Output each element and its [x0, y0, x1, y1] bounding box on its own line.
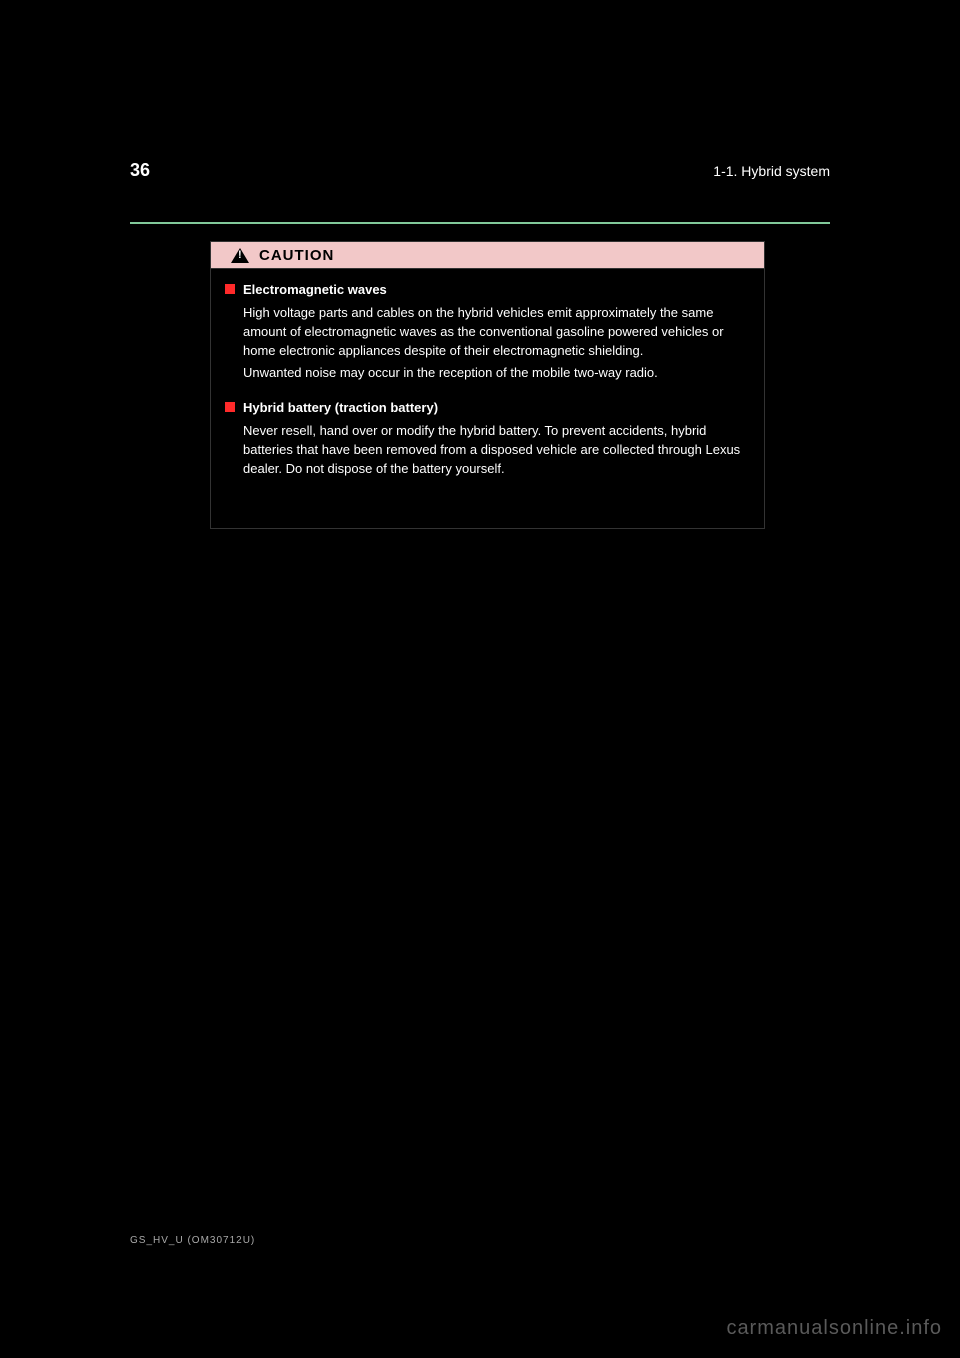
caution-header: ! CAUTION: [210, 241, 765, 269]
caution-label: CAUTION: [259, 247, 334, 264]
caution-item-title: Hybrid battery (traction battery): [243, 399, 438, 418]
page-header: 36 1-1. Hybrid system: [130, 160, 830, 181]
caution-item-paragraph: Never resell, hand over or modify the hy…: [243, 422, 750, 479]
warning-triangle-icon: !: [231, 248, 249, 263]
page-number: 36: [130, 160, 150, 181]
section-divider: [130, 222, 830, 224]
caution-item-paragraph: Unwanted noise may occur in the receptio…: [243, 364, 750, 383]
manual-id: GS_HV_U (OM30712U): [130, 1235, 255, 1246]
caution-item: Hybrid battery (traction battery) Never …: [225, 399, 750, 478]
caution-item-title-row: Electromagnetic waves: [225, 281, 750, 300]
caution-body: Electromagnetic waves High voltage parts…: [210, 269, 765, 529]
caution-item-title-row: Hybrid battery (traction battery): [225, 399, 750, 418]
section-path: 1-1. Hybrid system: [713, 163, 830, 179]
bullet-square-icon: [225, 402, 235, 412]
caution-item-paragraph: High voltage parts and cables on the hyb…: [243, 304, 750, 361]
caution-item-title: Electromagnetic waves: [243, 281, 387, 300]
bullet-square-icon: [225, 284, 235, 294]
caution-box: ! CAUTION Electromagnetic waves High vol…: [210, 241, 765, 529]
caution-item: Electromagnetic waves High voltage parts…: [225, 281, 750, 383]
watermark: carmanualsonline.info: [726, 1317, 942, 1340]
warning-exclaim-icon: !: [238, 250, 242, 260]
